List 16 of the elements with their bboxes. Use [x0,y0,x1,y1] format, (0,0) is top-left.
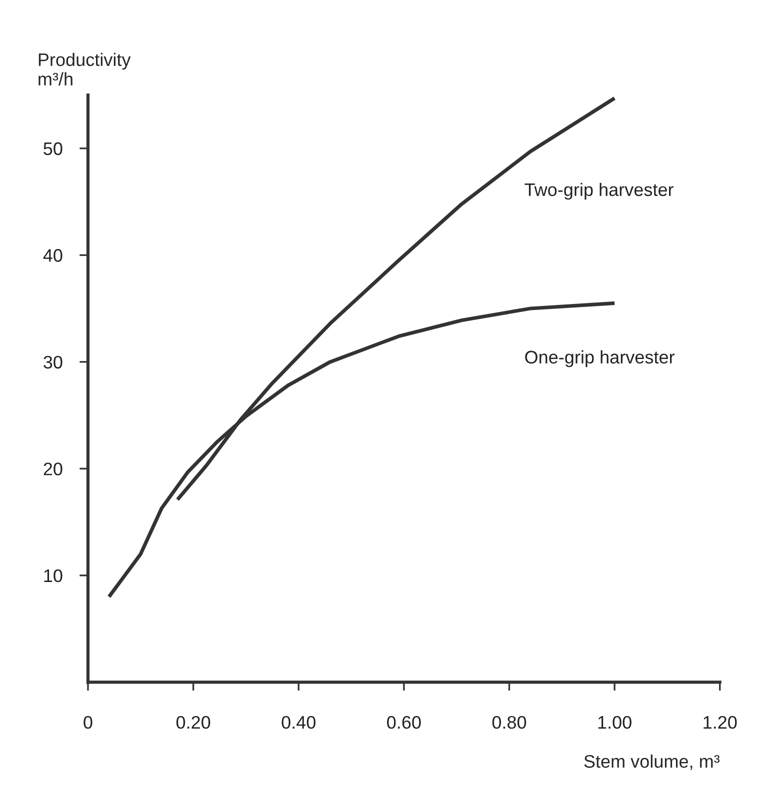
y-tick-label: 20 [44,462,62,476]
x-tick-label: 0.60 [387,716,421,729]
x-tick-label: 0.80 [492,716,526,729]
y-tick-label: 10 [44,569,62,582]
y-axis-title: Productivity m³/h [38,52,131,86]
y-tick-label: 50 [44,142,62,156]
series-label: Two-grip harvester [524,182,674,200]
x-tick-label: 0.40 [282,716,316,729]
y-tick-label: 40 [43,249,62,262]
y-tick-label: 30 [44,356,62,369]
x-axis-title: Stem volume, m³ [584,754,720,770]
text: One-grip harvester [525,350,674,368]
x-tick-label: 0.20 [176,716,210,729]
x-tick-label: 1.00 [598,716,632,729]
x-tick-label: 0 [84,716,92,729]
x-tick-label: 1.20 [704,716,737,729]
